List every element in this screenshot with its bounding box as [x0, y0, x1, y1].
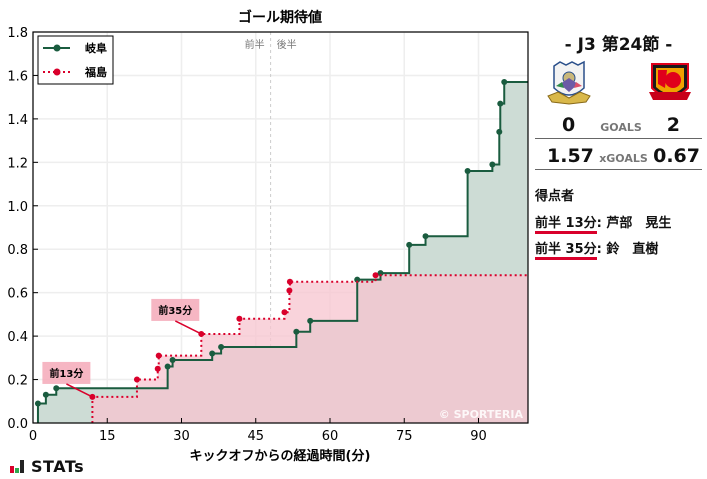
annotation-label: 前35分	[158, 304, 192, 317]
data-point	[34, 400, 41, 407]
data-point	[354, 276, 361, 283]
scorer-time: 前半 35分	[535, 242, 597, 260]
match-summary-panel: - J3 第24節 - 0 GOALS 2 1.57 xGOALS 0.67 得…	[530, 0, 707, 479]
tick-label-x: 60	[322, 429, 339, 444]
legend-label-gifu: 岐阜	[85, 41, 107, 55]
data-point	[286, 278, 293, 285]
scorer-time: 前半 13分	[535, 216, 597, 234]
tick-label-y: 0.2	[7, 374, 28, 389]
data-point	[307, 317, 314, 324]
tick-label-y: 1.0	[7, 200, 28, 215]
axis-ticks: 0 15 30 45 60 75 90 0.0 0.2 0.4 0.6 0.8 1.0 1.2 1.4 1.6…	[7, 26, 486, 444]
data-point	[154, 365, 161, 372]
legend: 岐阜 福島	[37, 35, 114, 85]
tick-label-y: 1.8	[7, 26, 28, 41]
data-point	[501, 78, 508, 85]
data-point	[372, 272, 379, 279]
tick-label-y: 0.8	[7, 243, 28, 258]
stats-bars-icon	[10, 460, 25, 473]
legend-label-fukushima: 福島	[84, 65, 107, 79]
annotation-arrow	[174, 320, 202, 335]
data-point	[236, 315, 243, 322]
tick-label-y: 0.4	[7, 330, 28, 345]
scorer-item: 前半 35分: 鈴 直樹	[535, 238, 671, 260]
scorer-item: 前半 13分: 芦部 晃生	[535, 212, 672, 234]
data-point	[133, 376, 140, 383]
tick-label-y: 1.6	[7, 69, 28, 84]
data-point	[286, 287, 293, 294]
data-point	[489, 161, 496, 168]
round-title: - J3 第24節 -	[564, 35, 673, 55]
tick-label-y: 1.2	[7, 156, 28, 171]
plot-frame	[32, 31, 529, 424]
annotation-box	[151, 298, 200, 321]
series-lines	[34, 78, 528, 423]
brand-name: STATs	[31, 457, 85, 476]
fukushima-united-crest-icon	[649, 63, 691, 100]
tick-label-x: 75	[396, 429, 413, 444]
scorer-name: : 芦部 晃生	[596, 216, 672, 231]
watermark: © SPORTERIA	[439, 408, 524, 421]
tick-label-x: 15	[99, 429, 116, 444]
tick-label-y: 0.6	[7, 287, 28, 302]
data-point	[281, 309, 288, 316]
chart-title: ゴール期待値	[238, 9, 322, 26]
legend-marker-fukushima	[53, 68, 61, 76]
line-gifu	[36, 80, 528, 423]
tick-label-x: 90	[470, 429, 487, 444]
away-goals: 2	[666, 114, 680, 136]
home-xgoals: 1.57	[547, 145, 594, 167]
annotation-box	[42, 361, 91, 384]
data-point	[293, 328, 300, 335]
data-point	[164, 363, 171, 370]
scorers-title: 得点者	[535, 189, 575, 204]
fc-gifu-crest-icon	[547, 60, 591, 105]
area-fukushima	[92, 275, 529, 423]
series-areas	[37, 81, 529, 423]
goals-label: GOALS	[600, 121, 642, 134]
data-point	[42, 391, 49, 398]
data-point	[377, 270, 384, 277]
first-half-label: 前半	[245, 38, 265, 51]
tick-label-y: 0.0	[7, 417, 28, 432]
data-point	[406, 241, 413, 248]
x-axis-label: キックオフからの経過時間(分)	[190, 448, 371, 464]
xg-chart: ゴール期待値 前半 後半 前13分 前35分 0 15 30 45 60 75 90 0.0 0.2…	[7, 9, 529, 464]
data-point	[209, 350, 216, 357]
data-point	[218, 343, 225, 350]
scorers-section: 得点者 前半 13分: 芦部 晃生 前半 35分: 鈴 直樹	[535, 185, 671, 264]
home-goals: 0	[562, 114, 576, 136]
tick-label-x: 0	[29, 429, 37, 444]
goals-row: 0 GOALS 2	[535, 114, 702, 139]
tick-label-x: 30	[173, 429, 190, 444]
xgoals-row: 1.57 xGOALS 0.67	[535, 145, 702, 170]
scorer-name: : 鈴 直樹	[596, 242, 659, 257]
stats-brand-logo: STATs	[10, 457, 84, 476]
annotations: 前13分 前35分	[42, 298, 202, 398]
xgoals-label: xGOALS	[599, 152, 648, 165]
data-point	[464, 168, 471, 175]
second-half-label: 後半	[277, 38, 297, 51]
legend-marker-gifu	[53, 44, 61, 52]
annotation-label: 前13分	[49, 367, 83, 380]
annotation-arrow	[66, 383, 93, 398]
data-point	[496, 128, 503, 135]
data-point	[169, 357, 176, 364]
away-xgoals: 0.67	[653, 145, 700, 167]
data-point	[53, 385, 60, 392]
data-point	[422, 233, 429, 240]
tick-label-y: 1.4	[7, 113, 28, 128]
data-point	[497, 100, 504, 107]
tick-label-x: 45	[247, 429, 264, 444]
data-point	[155, 352, 162, 359]
